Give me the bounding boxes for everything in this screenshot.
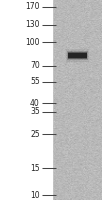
Bar: [66, 49, 89, 62]
Bar: [68, 53, 87, 58]
Text: 35: 35: [30, 107, 40, 116]
Text: 10: 10: [30, 190, 40, 200]
Text: 55: 55: [30, 77, 40, 86]
Text: 170: 170: [25, 2, 40, 11]
Text: 100: 100: [25, 38, 40, 47]
Text: 15: 15: [30, 164, 40, 173]
Text: 130: 130: [25, 20, 40, 29]
Bar: [68, 52, 87, 59]
Bar: [67, 51, 88, 60]
Text: 70: 70: [30, 61, 40, 70]
Text: 40: 40: [30, 99, 40, 108]
Bar: [0, 0, 53, 200]
Text: 25: 25: [30, 130, 40, 139]
